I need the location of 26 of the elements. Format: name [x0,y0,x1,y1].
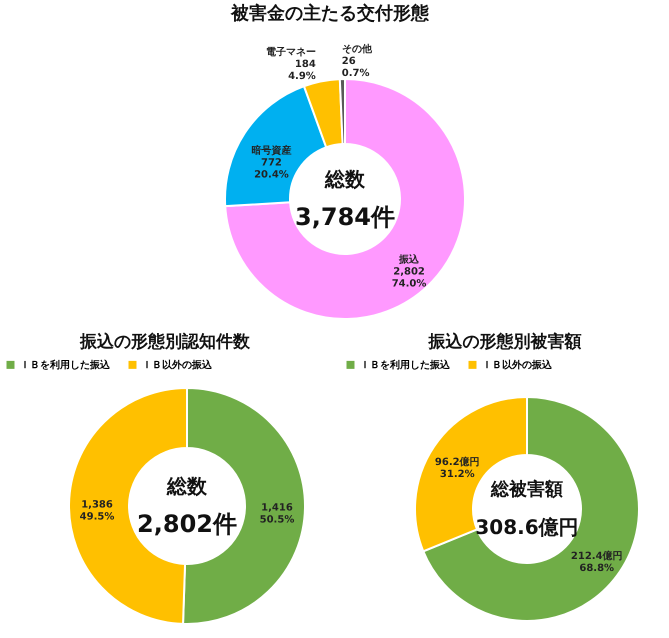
legend-label: ＩＢを利用した振込 [20,358,111,371]
text: 2,802件 [137,510,237,538]
legend-label: ＩＢ以外の振込 [142,358,213,371]
data-label: 1,416 50.5% [260,502,294,526]
text: 3,784件 [295,203,395,231]
text: 総被害額 [490,479,563,500]
text: 308.6億円 [475,515,579,539]
slice-label: 暗号資産 [251,144,292,157]
chart-title: 振込の形態別認知件数 [79,332,251,352]
slice-label: 振込 [398,253,420,266]
data-label: 184 4.9% [288,58,316,82]
chart-title: 振込の形態別被害額 [428,332,582,352]
data-label: 96.2億円 31.2% [434,456,480,480]
text: 総数 [324,167,366,191]
data-label: 212.4億円 68.8% [570,550,623,574]
data-label: 2,802 74.0% [392,266,426,290]
text: 総数 [166,474,208,498]
data-label: 1,386 49.5% [80,499,114,522]
data-label: 26 0.7% [342,56,370,80]
slice-label: 電子マネー [266,46,316,58]
slice-label: その他 [342,43,373,56]
legend-label: ＩＢ以外の振込 [482,358,553,371]
chart-title: 被害金の主たる交付形態 [230,3,430,24]
data-label: 772 20.4% [254,158,289,181]
legend-label: ＩＢを利用した振込 [360,358,451,371]
donut-slice [224,78,466,320]
